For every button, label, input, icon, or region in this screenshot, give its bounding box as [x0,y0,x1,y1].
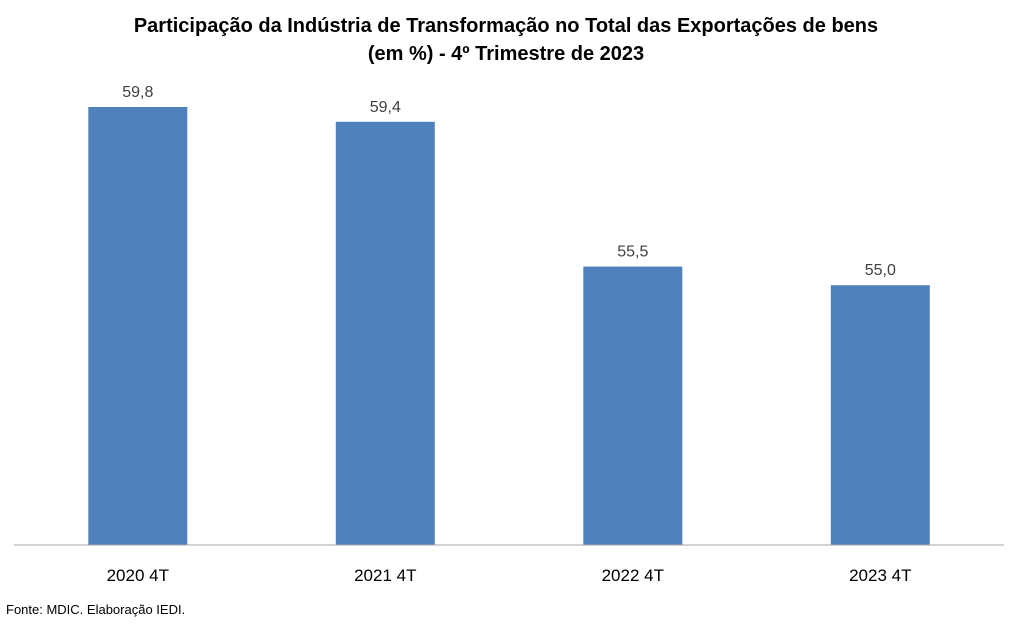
data-label: 55,0 [865,262,896,279]
x-tick-label: 2021 4T [354,566,416,585]
chart-title-line-2: (em %) - 4º Trimestre de 2023 [367,43,645,65]
data-label: 59,8 [122,84,153,101]
bar-2022-4t [583,266,683,545]
chart-title-line-1: Participação da Indústria de Transformaç… [133,15,879,37]
bar-2021-4t [335,121,435,546]
x-tick-label: 2020 4T [107,566,169,585]
x-tick-label: 2022 4T [602,566,664,585]
bar-2020-4t [88,107,188,545]
bar-2023-4t [830,285,930,545]
x-tick-label: 2023 4T [849,566,911,585]
data-label: 55,5 [617,244,648,261]
chart-title: Participação da Indústria de Transformaç… [0,12,1012,68]
data-label: 59,4 [370,99,401,116]
source-note: Fonte: MDIC. Elaboração IEDI. [6,602,186,617]
